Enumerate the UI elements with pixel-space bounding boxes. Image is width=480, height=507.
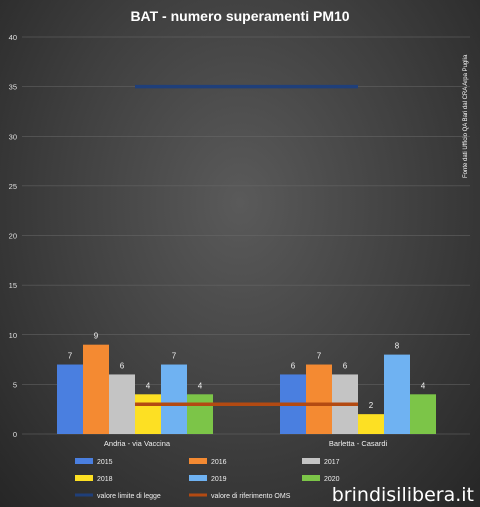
bar-2020-barletta bbox=[410, 394, 436, 434]
x-axis-categories: Andria - via Vaccina Barletta - Casardi bbox=[104, 439, 388, 448]
legend-label: valore di riferimento OMS bbox=[211, 493, 291, 500]
data-label: 9 bbox=[94, 332, 99, 341]
legend-swatch-2017 bbox=[302, 458, 320, 464]
x-category-label: Andria - via Vaccina bbox=[104, 439, 171, 448]
y-tick-label: 10 bbox=[9, 331, 17, 340]
bar-2018-andria bbox=[135, 394, 161, 434]
legend-swatch-2015 bbox=[75, 458, 93, 464]
data-label: 4 bbox=[198, 381, 203, 390]
legend-swatch-2018 bbox=[75, 475, 93, 481]
legend-label: 2018 bbox=[97, 476, 113, 483]
x-category-label: Barletta - Casardi bbox=[329, 439, 388, 448]
y-axis-ticks: 0 5 10 15 20 25 30 35 40 bbox=[9, 33, 17, 439]
reference-lines bbox=[135, 84, 358, 406]
y-tick-label: 35 bbox=[9, 83, 17, 92]
y-tick-label: 0 bbox=[13, 430, 17, 439]
data-label: 7 bbox=[172, 352, 177, 361]
data-label: 7 bbox=[317, 352, 322, 361]
bar-2016-barletta bbox=[306, 364, 332, 434]
data-label: 6 bbox=[291, 361, 296, 370]
bar-2018-barletta bbox=[358, 414, 384, 434]
y-tick-label: 25 bbox=[9, 182, 17, 191]
legend-swatch-2020 bbox=[302, 475, 320, 481]
chart-title: BAT - numero superamenti PM10 bbox=[130, 8, 349, 24]
data-label: 6 bbox=[343, 361, 348, 370]
y-tick-label: 20 bbox=[9, 232, 17, 241]
y-tick-label: 40 bbox=[9, 33, 17, 42]
data-label: 4 bbox=[421, 381, 426, 390]
data-label: 6 bbox=[120, 361, 125, 370]
legend-label: 2017 bbox=[324, 459, 340, 466]
legend: 2015 2016 2017 2018 2019 2020 valore limite di… bbox=[75, 458, 340, 500]
legend-swatch-2019 bbox=[189, 475, 207, 481]
y-tick-label: 5 bbox=[13, 380, 17, 389]
source-annotation: Fonte dati Ufficio QA Bari dal CRA Arpa … bbox=[463, 54, 469, 178]
legend-label: valore limite di legge bbox=[97, 493, 161, 500]
bar-2015-andria bbox=[57, 364, 83, 434]
bar-2019-andria bbox=[161, 364, 187, 434]
y-tick-label: 30 bbox=[9, 132, 17, 141]
bar-2020-andria bbox=[187, 394, 213, 434]
legend-label: 2019 bbox=[211, 476, 227, 483]
bar-2016-andria bbox=[83, 344, 109, 434]
data-label: 8 bbox=[395, 342, 400, 351]
data-label: 2 bbox=[369, 401, 374, 410]
legend-label: 2015 bbox=[97, 459, 113, 466]
bar-2017-andria bbox=[109, 374, 135, 434]
data-label: 7 bbox=[68, 352, 73, 361]
data-label: 4 bbox=[146, 381, 151, 390]
bar-2019-barletta bbox=[384, 354, 410, 434]
legend-label: 2016 bbox=[211, 459, 227, 466]
legend-label: 2020 bbox=[324, 476, 340, 483]
y-tick-label: 15 bbox=[9, 281, 17, 290]
legend-swatch-2016 bbox=[189, 458, 207, 464]
bars: 7 9 6 4 7 4 6 7 6 2 8 4 bbox=[57, 332, 436, 434]
